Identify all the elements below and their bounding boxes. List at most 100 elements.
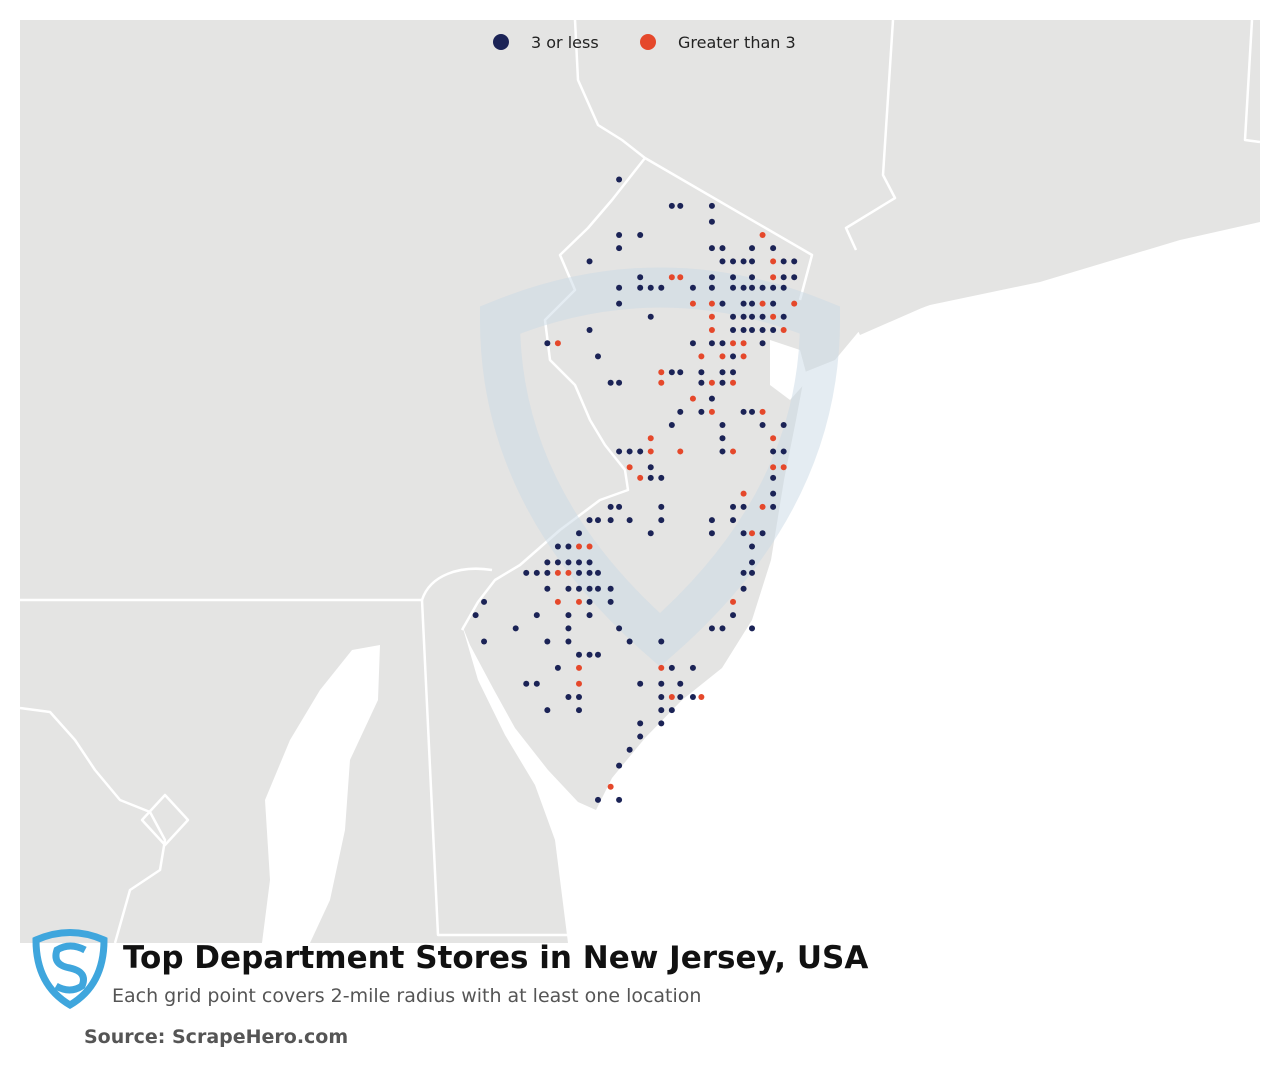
grid-dot	[749, 625, 756, 632]
grid-dot	[472, 612, 479, 619]
grid-dot	[586, 585, 593, 592]
grid-dot	[740, 258, 747, 265]
grid-dot	[749, 327, 756, 333]
grid-dot	[616, 796, 623, 803]
grid-dot	[689, 395, 696, 402]
grid-dot	[698, 353, 705, 360]
dc-border	[140, 793, 190, 847]
grid-dot	[544, 569, 551, 576]
grid-dot	[554, 598, 561, 605]
grid-dot	[689, 284, 696, 291]
grid-dot	[637, 284, 644, 291]
grid-dot	[637, 733, 644, 740]
ny-pa-border	[573, 19, 646, 159]
legend-label: Greater than 3	[678, 33, 796, 52]
grid-dot	[740, 530, 747, 537]
grid-dot	[607, 517, 614, 524]
grid-dot	[594, 796, 601, 803]
grid-dot	[658, 638, 665, 645]
grid-dot	[740, 353, 747, 360]
grid-dot	[770, 284, 777, 291]
grid-dot	[586, 258, 593, 265]
grid-dot	[770, 245, 777, 252]
grid-dot	[708, 517, 715, 524]
grid-dot	[586, 559, 593, 566]
grid-dot	[637, 231, 644, 238]
ct-border	[844, 19, 897, 251]
grid-dot	[533, 569, 540, 576]
grid-dot	[749, 559, 756, 566]
ocean	[462, 222, 1260, 943]
grid-dot	[689, 300, 696, 307]
grid-dot	[523, 680, 530, 687]
grid-dot	[749, 313, 756, 320]
grid-dot	[586, 569, 593, 576]
grid-dot	[554, 559, 561, 566]
grid-dot	[658, 517, 665, 524]
grid-dot	[780, 448, 787, 455]
grid-dot	[576, 707, 582, 714]
grid-dot	[730, 379, 737, 386]
grid-dot	[523, 569, 530, 576]
grid-dot	[759, 284, 766, 291]
grid-dot	[780, 422, 787, 429]
grid-dot	[730, 274, 737, 281]
grid-dot	[708, 395, 715, 402]
grid-dot	[708, 284, 715, 291]
grid-dot	[770, 474, 777, 481]
grid-dot	[770, 258, 777, 265]
grid-dot	[533, 680, 540, 687]
grid-dot	[647, 284, 654, 291]
logo	[32, 929, 108, 1010]
grid-dot	[759, 340, 766, 347]
grid-dot	[770, 435, 777, 442]
grid-dot	[658, 720, 665, 727]
grid-dot	[668, 664, 675, 671]
grid-dot	[544, 707, 551, 714]
grid-dot	[576, 530, 582, 537]
grid-dot	[668, 202, 675, 209]
grid-dot	[689, 664, 696, 671]
grid-dot	[708, 218, 715, 225]
grid-dot	[708, 202, 715, 209]
grid-dot	[607, 379, 614, 386]
grid-dot	[637, 720, 644, 727]
grid-dot	[780, 464, 787, 471]
grid-dot	[791, 274, 798, 281]
grid-dot	[677, 274, 684, 281]
grid-dot	[730, 503, 737, 510]
grid-dot	[719, 625, 726, 632]
grid-dot	[594, 651, 601, 658]
grid-dot	[607, 783, 614, 790]
grid-dot	[616, 448, 623, 455]
md-pa-border	[20, 567, 493, 602]
de-md-border	[420, 599, 568, 937]
chesapeake-bay	[262, 645, 380, 943]
grid-dot	[554, 569, 561, 576]
grid-dot	[708, 625, 715, 632]
grid-dot	[677, 408, 684, 415]
grid-dot	[791, 258, 798, 265]
grid-dot	[481, 598, 488, 605]
legend-marker	[493, 34, 509, 50]
grid-dot	[586, 651, 593, 658]
grid-dot	[770, 300, 777, 307]
grid-dot	[658, 284, 665, 291]
dots	[472, 176, 798, 803]
grid-dot	[759, 313, 766, 320]
grid-dot	[668, 693, 675, 700]
grid-dot	[668, 369, 675, 376]
grid-dot	[668, 274, 675, 281]
grid-dot	[780, 284, 787, 291]
grid-dot	[677, 680, 684, 687]
grid-dot	[677, 448, 684, 455]
grid-dot	[749, 258, 756, 265]
grid-dot	[759, 530, 766, 537]
grid-dot	[749, 530, 756, 537]
grid-dot	[719, 369, 726, 376]
grid-dot	[626, 464, 633, 471]
grid-dot	[544, 585, 551, 592]
grid-dot	[647, 313, 654, 320]
grid-dot	[740, 300, 747, 307]
legend: 3 or less Greater than 3	[493, 33, 796, 52]
